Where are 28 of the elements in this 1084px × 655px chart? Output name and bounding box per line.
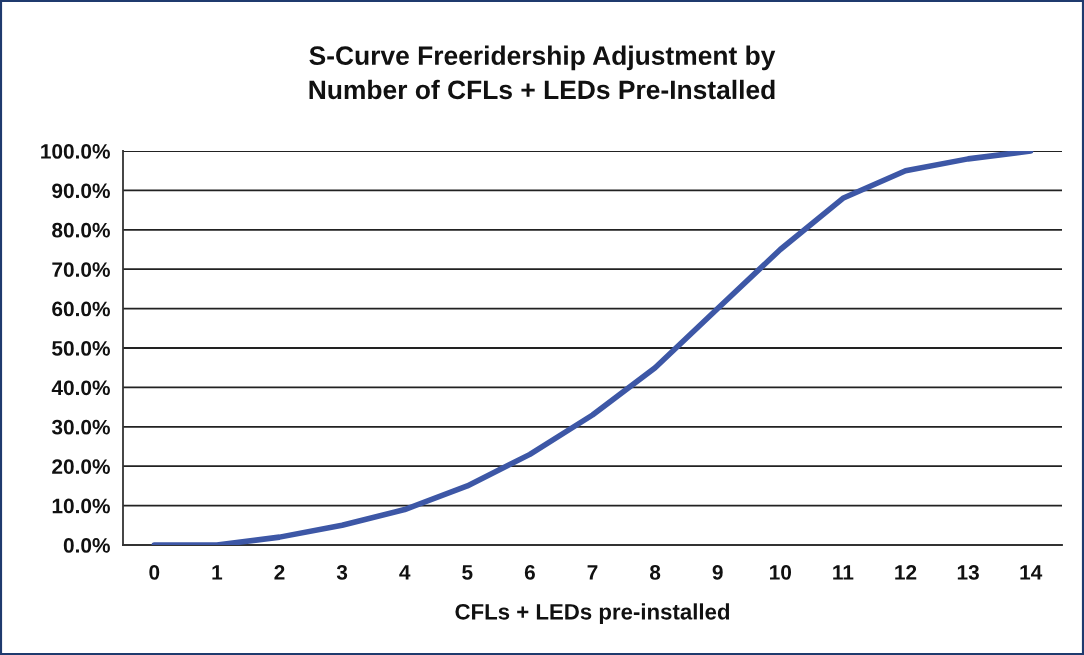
x-tick-label: 14 bbox=[1020, 565, 1043, 580]
x-tick-label: 2 bbox=[274, 564, 285, 580]
x-tick-label: 6 bbox=[524, 564, 535, 580]
y-tick-label: 90.0% bbox=[52, 183, 110, 199]
y-tick-label: 70.0% bbox=[52, 262, 110, 277]
x-tick-label: 12 bbox=[895, 564, 917, 580]
y-tick-label: 0.0% bbox=[63, 538, 110, 553]
y-tick-label: 10.0% bbox=[52, 498, 110, 514]
y-tick-label: 50.0% bbox=[52, 341, 110, 356]
x-tick-label: 8 bbox=[649, 564, 661, 580]
x-tick-label: 5 bbox=[462, 565, 473, 580]
y-tick-label: 20.0% bbox=[52, 459, 110, 474]
y-tick-label: 30.0% bbox=[51, 419, 110, 435]
y-tick-label: 60.0% bbox=[52, 301, 110, 317]
y-tick-label: 40.0% bbox=[51, 380, 110, 396]
x-tick-label: 13 bbox=[957, 564, 979, 580]
x-axis-title: CFLs + LEDs pre-installed bbox=[455, 603, 730, 625]
x-tick-label: 3 bbox=[336, 564, 348, 580]
x-tick-label: 0 bbox=[149, 564, 160, 580]
x-tick-label: 11 bbox=[833, 565, 854, 580]
y-tick-label: 100.0% bbox=[41, 144, 110, 159]
x-tick-label: 7 bbox=[587, 565, 598, 580]
chart-title: S-Curve Freeridership Adjustment by Number of CFLs + LEDs Pre-Installed bbox=[309, 45, 776, 100]
x-tick-label: 10 bbox=[770, 564, 792, 580]
x-tick-label: 1 bbox=[212, 565, 223, 580]
x-tick-label: 4 bbox=[399, 565, 411, 580]
y-tick-label: 80.0% bbox=[52, 222, 110, 238]
x-tick-label: 9 bbox=[712, 564, 723, 580]
